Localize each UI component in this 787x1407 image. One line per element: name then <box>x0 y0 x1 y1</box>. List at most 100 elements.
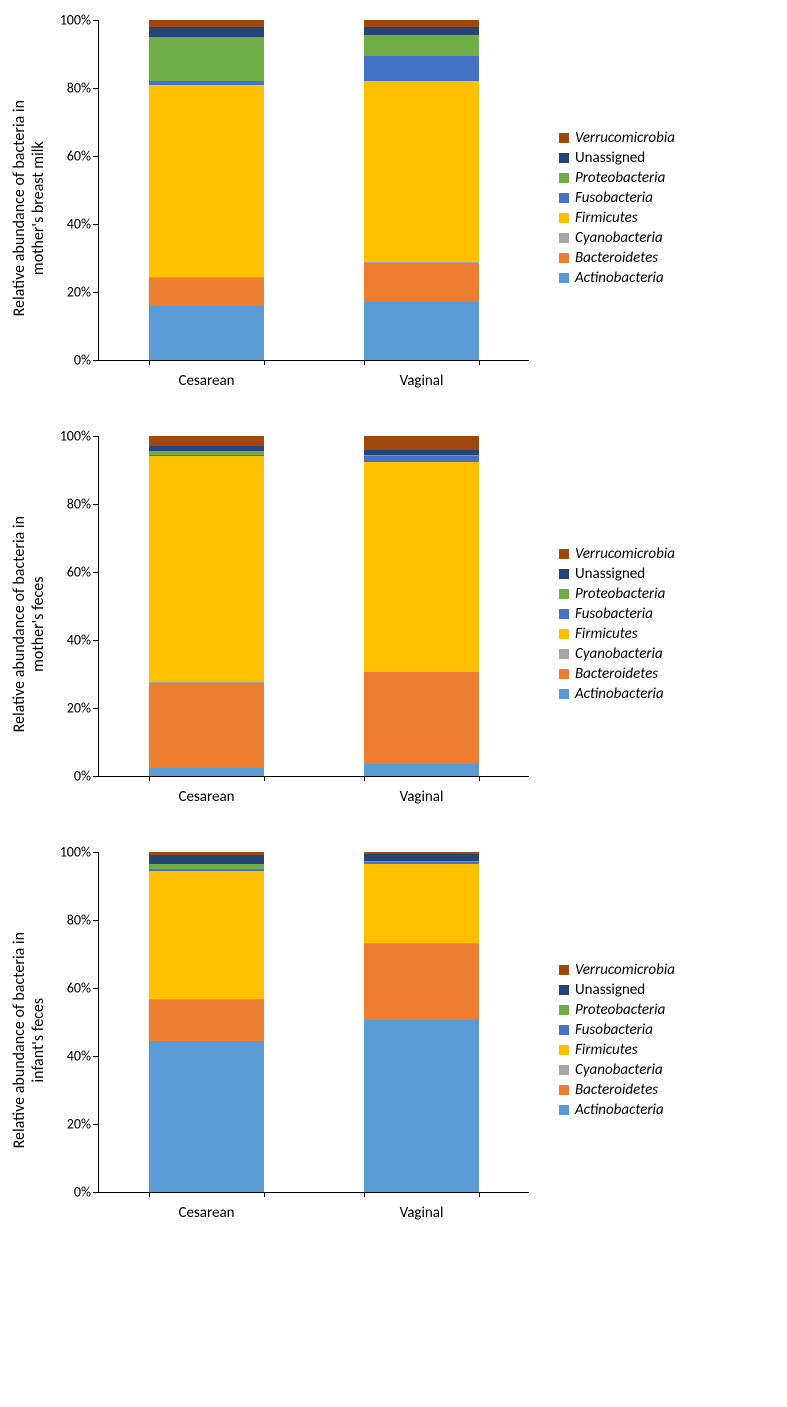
legend-label: Verrucomicrobia <box>575 129 675 147</box>
bars-row <box>99 436 529 776</box>
y-tick-mark <box>93 572 98 573</box>
bar-segment-unassigned <box>149 855 264 864</box>
x-tick-mark <box>364 360 365 365</box>
y-tick-label: 100% <box>60 12 91 29</box>
x-tick-label: Vaginal <box>364 788 479 806</box>
legend-swatch <box>559 1105 569 1115</box>
legend-item-fusobacteria: Fusobacteria <box>559 1021 675 1039</box>
y-tick-label: 40% <box>67 632 91 649</box>
bar-segment-actinobacteria <box>149 768 264 777</box>
y-tick-label: 100% <box>60 428 91 445</box>
plot-area: 0%20%40%60%80%100%CesareanVaginal <box>48 20 529 396</box>
bar-segment-unassigned <box>364 27 479 36</box>
legend-label: Actinobacteria <box>575 1101 664 1119</box>
y-tick-label: 0% <box>74 352 91 369</box>
legend-label: Unassigned <box>575 565 645 583</box>
plot-area: 0%20%40%60%80%100%CesareanVaginal <box>48 436 529 812</box>
legend-item-actinobacteria: Actinobacteria <box>559 269 675 287</box>
chart-breast_milk: Relative abundance of bacteria inmother'… <box>10 20 777 396</box>
y-tick-label: 20% <box>67 1116 91 1133</box>
legend-item-unassigned: Unassigned <box>559 565 675 583</box>
legend-swatch <box>559 133 569 143</box>
y-tick-mark <box>93 708 98 709</box>
legend-label: Fusobacteria <box>575 605 653 623</box>
chart-frame: 0%20%40%60%80%100%CesareanVaginal <box>98 20 529 361</box>
y-tick-label: 80% <box>67 80 91 97</box>
bar-segment-firmicutes <box>149 871 264 1000</box>
ylabel-line2: infant's feces <box>29 998 48 1083</box>
ylabel-line1: Relative abundance of bacteria in <box>10 932 29 1148</box>
x-tick-mark <box>364 776 365 781</box>
legend-swatch <box>559 609 569 619</box>
bar-segment-bacteroidetes <box>149 1000 264 1041</box>
legend-item-proteobacteria: Proteobacteria <box>559 585 675 603</box>
y-tick-label: 40% <box>67 1048 91 1065</box>
legend-label: Actinobacteria <box>575 269 664 287</box>
y-tick-label: 100% <box>60 844 91 861</box>
bar-segment-bacteroidetes <box>364 263 479 302</box>
legend-item-bacteroidetes: Bacteroidetes <box>559 249 675 267</box>
legend-label: Bacteroidetes <box>575 665 658 683</box>
legend: Verrucomicrobia Unassigned Proteobacteria F… <box>559 543 675 705</box>
stacked-bar <box>364 852 479 1192</box>
chart-frame: 0%20%40%60%80%100%CesareanVaginal <box>98 852 529 1193</box>
legend-swatch <box>559 649 569 659</box>
legend-item-bacteroidetes: Bacteroidetes <box>559 1081 675 1099</box>
legend-swatch <box>559 153 569 163</box>
y-tick-label: 80% <box>67 496 91 513</box>
bar-segment-actinobacteria <box>149 306 264 360</box>
bar-column-vaginal <box>364 852 479 1192</box>
y-tick-mark <box>93 156 98 157</box>
legend-label: Fusobacteria <box>575 1021 653 1039</box>
legend-label: Firmicutes <box>575 1041 638 1059</box>
stacked-bar <box>364 20 479 360</box>
x-tick-label: Cesarean <box>149 1204 264 1222</box>
x-tick-mark <box>264 1192 265 1197</box>
chart-mother_feces: Relative abundance of bacteria inmother'… <box>10 436 777 812</box>
legend-swatch <box>559 1045 569 1055</box>
legend-label: Bacteroidetes <box>575 1081 658 1099</box>
legend-swatch <box>559 253 569 263</box>
legend-swatch <box>559 1025 569 1035</box>
x-tick-mark <box>264 360 265 365</box>
bar-segment-unassigned <box>364 854 479 861</box>
legend-swatch <box>559 629 569 639</box>
x-axis: CesareanVaginal <box>99 1192 529 1222</box>
y-tick-mark <box>93 1124 98 1125</box>
bar-column-cesarean <box>149 852 264 1192</box>
y-tick-mark <box>93 776 98 777</box>
bar-segment-unassigned <box>149 27 264 37</box>
y-tick-label: 60% <box>67 564 91 581</box>
x-tick-label: Cesarean <box>149 788 264 806</box>
y-tick-label: 60% <box>67 148 91 165</box>
legend-item-verrucomicrobia: Verrucomicrobia <box>559 961 675 979</box>
legend-swatch <box>559 669 569 679</box>
legend-swatch <box>559 689 569 699</box>
legend-label: Actinobacteria <box>575 685 664 703</box>
y-tick-mark <box>93 504 98 505</box>
legend-item-unassigned: Unassigned <box>559 981 675 999</box>
y-tick-label: 20% <box>67 700 91 717</box>
legend-item-firmicutes: Firmicutes <box>559 625 675 643</box>
bar-segment-actinobacteria <box>364 764 479 776</box>
legend-item-unassigned: Unassigned <box>559 149 675 167</box>
chart-frame: 0%20%40%60%80%100%CesareanVaginal <box>98 436 529 777</box>
bar-segment-firmicutes <box>364 81 479 262</box>
legend: VerrucomicrobiaUnassignedProteobacteriaF… <box>559 127 675 289</box>
stacked-bar <box>149 852 264 1192</box>
bar-segment-bacteroidetes <box>149 683 264 768</box>
legend-item-verrucomicrobia: Verrucomicrobia <box>559 545 675 563</box>
x-tick-mark <box>479 1192 480 1197</box>
y-tick-mark <box>93 1192 98 1193</box>
legend-label: Firmicutes <box>575 209 638 227</box>
legend-swatch <box>559 569 569 579</box>
legend-item-fusobacteria: Fusobacteria <box>559 189 675 207</box>
legend-swatch <box>559 1085 569 1095</box>
plot-area: 0%20%40%60%80%100%CesareanVaginal <box>48 852 529 1228</box>
y-axis-label: Relative abundance of bacteria ininfant'… <box>10 932 48 1148</box>
legend-label: Unassigned <box>575 149 645 167</box>
x-tick-label: Vaginal <box>364 372 479 390</box>
y-tick-label: 60% <box>67 980 91 997</box>
bar-segment-verrucomicrobia <box>149 20 264 27</box>
legend-label: Fusobacteria <box>575 189 653 207</box>
